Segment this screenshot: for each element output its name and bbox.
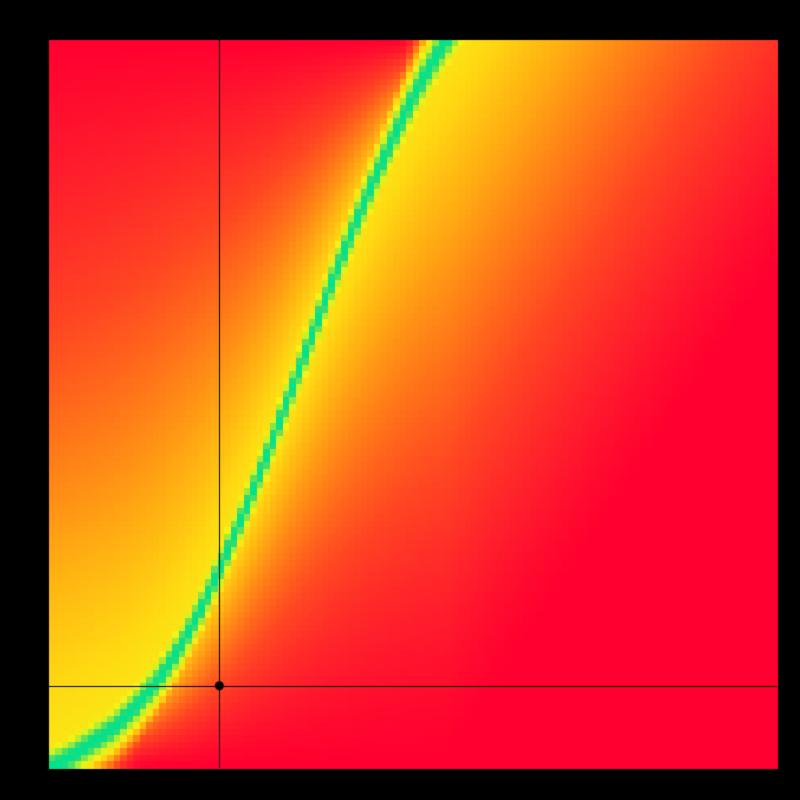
heatmap-canvas xyxy=(0,0,800,800)
chart-container: TheBottleneck.com xyxy=(0,0,800,800)
